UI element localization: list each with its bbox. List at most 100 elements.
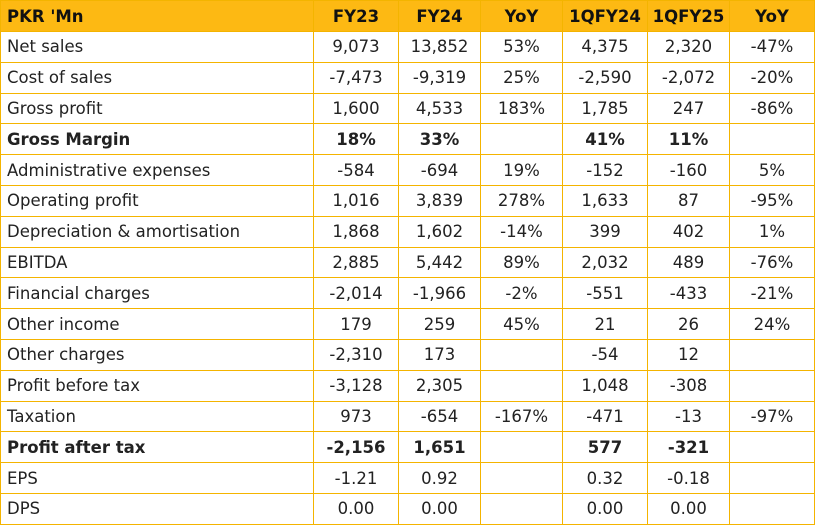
table-cell: 21: [562, 308, 648, 340]
table-cell: 399: [562, 215, 648, 248]
table-row: Administrative expenses -584 -694 19% -152 -1…: [0, 154, 815, 186]
table-cell: 24%: [729, 308, 815, 340]
table-cell: -3,128: [313, 369, 399, 402]
table-cell: 1,048: [562, 369, 648, 402]
table-cell: 179: [313, 308, 399, 340]
table-cell: -9,319: [398, 61, 481, 94]
header-cell: FY24: [398, 0, 481, 32]
row-label: Depreciation & amortisation: [0, 215, 314, 248]
table-cell: -0.18: [647, 462, 730, 494]
table-row: Profit after tax -2,156 1,651 577 -321: [0, 431, 815, 464]
table-row: Net sales 9,073 13,852 53% 4,375 2,320 -47%: [0, 31, 815, 63]
table-cell: 0.00: [647, 492, 730, 525]
table-cell: 45%: [480, 308, 563, 340]
table-cell: -2,014: [313, 277, 399, 310]
header-cell: YoY: [729, 0, 815, 32]
header-cell: PKR 'Mn: [0, 0, 314, 32]
row-label: Financial charges: [0, 277, 314, 310]
table-cell: 259: [398, 308, 481, 340]
table-cell: 1,633: [562, 184, 648, 217]
table-cell: 0.00: [562, 492, 648, 525]
table-cell: -2%: [480, 277, 563, 310]
table-header-row: PKR 'Mn FY23 FY24 YoY 1QFY24 1QFY25 YoY: [0, 0, 815, 32]
table-cell: [480, 369, 563, 402]
table-row: Operating profit 1,016 3,839 278% 1,633 87 -95…: [0, 184, 815, 217]
row-label: DPS: [0, 492, 314, 525]
table-row: Other charges -2,310 173 -54 12: [0, 338, 815, 371]
table-cell: [729, 492, 815, 525]
table-row: EBITDA 2,885 5,442 89% 2,032 489 -76%: [0, 246, 815, 279]
table-cell: -2,156: [313, 431, 399, 464]
table-cell: -2,590: [562, 61, 648, 94]
table-cell: -14%: [480, 215, 563, 248]
table-cell: 4,533: [398, 92, 481, 125]
table-cell: -76%: [729, 246, 815, 279]
table-cell: -167%: [480, 400, 563, 433]
table-cell: 1,602: [398, 215, 481, 248]
table-cell: -654: [398, 400, 481, 433]
table-cell: 173: [398, 338, 481, 371]
table-cell: -584: [313, 154, 399, 186]
table-cell: -694: [398, 154, 481, 186]
row-label: Net sales: [0, 31, 314, 63]
table-cell: 1%: [729, 215, 815, 248]
table-cell: 1,016: [313, 184, 399, 217]
table-cell: -2,310: [313, 338, 399, 371]
table-row: Gross Margin 18% 33% 41% 11%: [0, 123, 815, 156]
table-row: Other income 179 259 45% 21 26 24%: [0, 308, 815, 340]
header-cell: YoY: [480, 0, 563, 32]
table-cell: -54: [562, 338, 648, 371]
table-cell: -95%: [729, 184, 815, 217]
table-cell: [729, 369, 815, 402]
row-label: Other income: [0, 308, 314, 340]
table-cell: [480, 123, 563, 156]
table-cell: 25%: [480, 61, 563, 94]
table-cell: 33%: [398, 123, 481, 156]
row-label: Administrative expenses: [0, 154, 314, 186]
table-cell: 2,885: [313, 246, 399, 279]
table-cell: 3,839: [398, 184, 481, 217]
table-cell: [480, 462, 563, 494]
table-cell: -13: [647, 400, 730, 433]
table-row: DPS 0.00 0.00 0.00 0.00: [0, 492, 815, 525]
table-cell: 87: [647, 184, 730, 217]
header-cell: 1QFY25: [647, 0, 730, 32]
table-body: Net sales 9,073 13,852 53% 4,375 2,320 -47% Cos…: [0, 31, 815, 525]
table-cell: 18%: [313, 123, 399, 156]
table-cell: -160: [647, 154, 730, 186]
table-cell: -97%: [729, 400, 815, 433]
table-cell: -433: [647, 277, 730, 310]
table-cell: 489: [647, 246, 730, 279]
table-cell: 402: [647, 215, 730, 248]
table-cell: -2,072: [647, 61, 730, 94]
row-label: Profit before tax: [0, 369, 314, 402]
header-cell: FY23: [313, 0, 399, 32]
table-cell: -471: [562, 400, 648, 433]
table-cell: -47%: [729, 31, 815, 63]
table-cell: -1,966: [398, 277, 481, 310]
table-cell: 2,305: [398, 369, 481, 402]
table-cell: 577: [562, 431, 648, 464]
table-cell: 247: [647, 92, 730, 125]
table-row: Cost of sales -7,473 -9,319 25% -2,590 -2,072…: [0, 61, 815, 94]
table-cell: [729, 123, 815, 156]
table-row: Financial charges -2,014 -1,966 -2% -551 -433…: [0, 277, 815, 310]
table-cell: 26: [647, 308, 730, 340]
table-cell: -551: [562, 277, 648, 310]
table-cell: 5%: [729, 154, 815, 186]
row-label: EPS: [0, 462, 314, 494]
table-row: Gross profit 1,600 4,533 183% 1,785 247 -86%: [0, 92, 815, 125]
table-row: EPS -1.21 0.92 0.32 -0.18: [0, 462, 815, 494]
table-cell: 183%: [480, 92, 563, 125]
table-cell: 0.92: [398, 462, 481, 494]
table-cell: 19%: [480, 154, 563, 186]
row-label: Operating profit: [0, 184, 314, 217]
table-cell: 12: [647, 338, 730, 371]
table-cell: 1,600: [313, 92, 399, 125]
table-cell: [729, 462, 815, 494]
table-cell: 0.00: [313, 492, 399, 525]
row-label: Cost of sales: [0, 61, 314, 94]
row-label: Gross Margin: [0, 123, 314, 156]
table-cell: 53%: [480, 31, 563, 63]
table-cell: 1,785: [562, 92, 648, 125]
